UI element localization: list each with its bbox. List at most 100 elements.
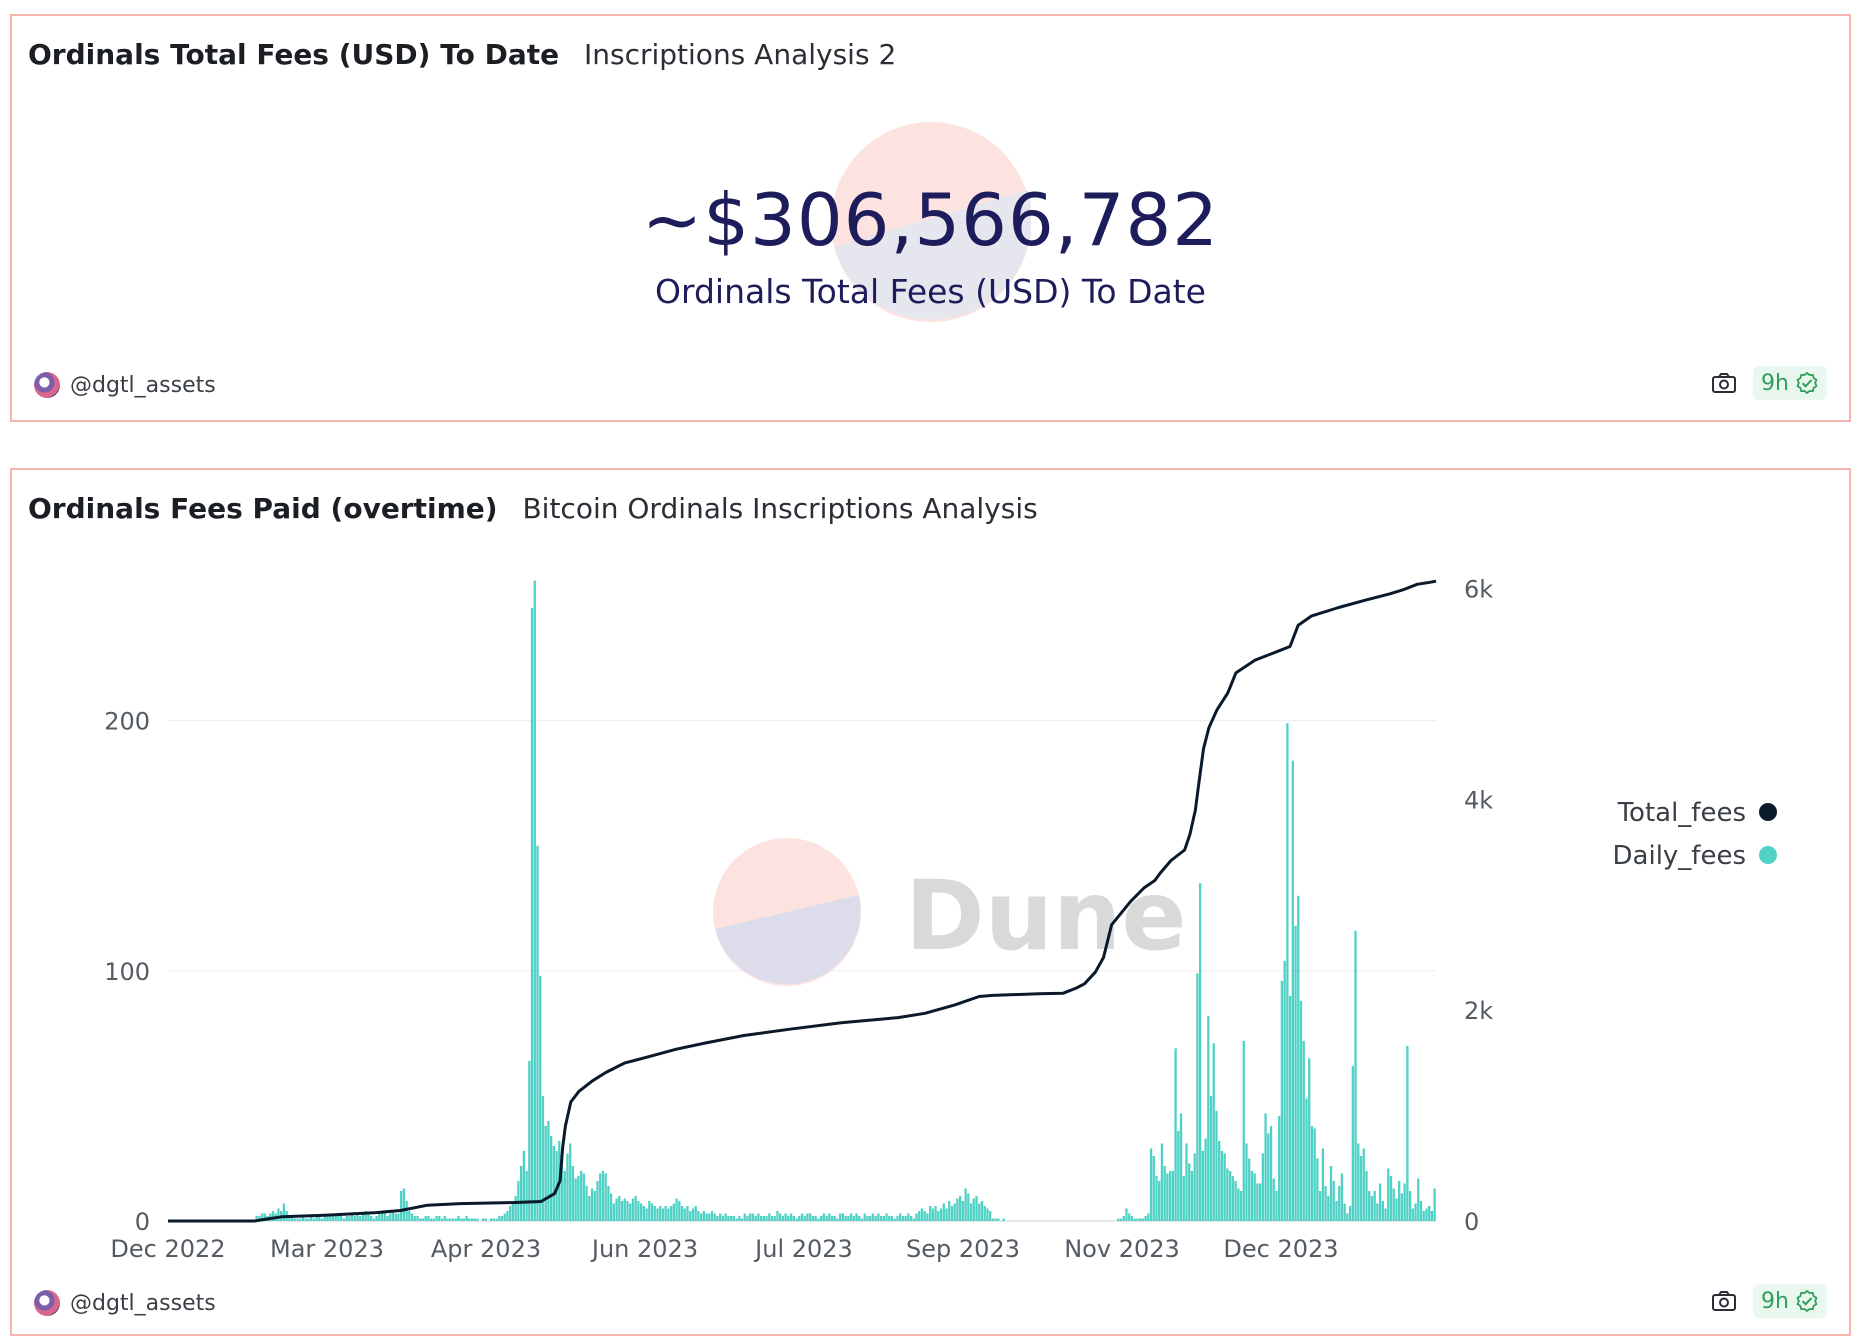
daily-fees-bar	[1196, 973, 1199, 1221]
daily-fees-bar	[1362, 1148, 1365, 1221]
daily-fees-bar	[678, 1200, 681, 1221]
x-tick-label: Nov 2023	[1064, 1235, 1180, 1263]
daily-fees-bar	[757, 1213, 760, 1221]
counter-panel-title[interactable]: Ordinals Total Fees (USD) To Date	[28, 38, 560, 71]
daily-fees-bar	[1182, 1175, 1185, 1221]
daily-fees-bar	[885, 1213, 888, 1221]
daily-fees-bar	[795, 1218, 798, 1221]
daily-fees-bar	[1245, 1143, 1248, 1221]
camera-icon[interactable]	[1709, 1286, 1739, 1316]
daily-fees-bar	[1384, 1208, 1387, 1221]
daily-fees-bar	[675, 1198, 678, 1221]
daily-fees-bar	[1318, 1190, 1322, 1221]
daily-fees-bar	[1392, 1188, 1395, 1221]
daily-fees-bar	[1152, 1155, 1155, 1221]
daily-fees-bar	[1253, 1173, 1256, 1221]
daily-fees-bar	[1308, 1058, 1311, 1221]
chart-panel-title[interactable]: Ordinals Fees Paid (overtime)	[28, 492, 498, 525]
daily-fees-bar	[301, 1215, 305, 1221]
daily-fees-bar	[650, 1203, 654, 1221]
chart-author-link[interactable]: @dgtl_assets	[34, 1290, 216, 1316]
legend-label: Total_fees	[1617, 798, 1746, 828]
daily-fees-bar	[986, 1208, 989, 1221]
daily-fees-bar	[1193, 1153, 1196, 1221]
daily-fees-bar	[449, 1218, 452, 1221]
daily-fees-bar	[402, 1188, 406, 1221]
daily-fees-bar	[959, 1195, 962, 1221]
daily-fees-bar	[751, 1213, 755, 1221]
daily-fees-bar	[896, 1215, 899, 1221]
daily-fees-bar	[454, 1218, 457, 1221]
daily-fees-bar	[792, 1215, 795, 1221]
counter-panel-subtitle[interactable]: Inscriptions Analysis 2	[584, 38, 897, 71]
daily-fees-bar	[926, 1213, 929, 1221]
counter-value: ~$306,566,782	[641, 178, 1220, 262]
daily-fees-bar	[544, 1125, 547, 1221]
daily-fees-bar	[481, 1218, 485, 1221]
daily-fees-bar	[607, 1185, 610, 1221]
daily-fees-bar	[659, 1205, 662, 1221]
daily-fees-bar	[470, 1218, 474, 1221]
daily-fees-bar	[1171, 1170, 1175, 1221]
daily-fees-bar	[1368, 1190, 1371, 1221]
daily-fees-bar	[1335, 1200, 1338, 1221]
daily-fees-bar	[522, 1150, 526, 1221]
daily-fees-bar	[506, 1210, 509, 1221]
refresh-age-badge[interactable]: 9h	[1753, 366, 1827, 400]
daily-fees-bar	[495, 1218, 498, 1221]
daily-fees-bar	[626, 1200, 629, 1221]
daily-fees-bar	[980, 1200, 984, 1221]
daily-fees-bar	[1207, 1015, 1210, 1221]
daily-fees-bar	[1403, 1183, 1406, 1221]
daily-fees-bar	[689, 1210, 692, 1221]
chart-panel-actions: 9h	[1709, 1284, 1827, 1318]
daily-fees-bar	[931, 1208, 935, 1221]
daily-fees-bar	[410, 1213, 414, 1221]
author-link[interactable]: @dgtl_assets	[34, 372, 216, 398]
daily-fees-bar	[258, 1215, 261, 1221]
daily-fees-bar	[320, 1218, 324, 1221]
daily-fees-bar	[1177, 1130, 1180, 1221]
daily-fees-bar	[359, 1215, 362, 1221]
chart-refresh-age-badge[interactable]: 9h	[1753, 1284, 1827, 1318]
chart-panel-subtitle[interactable]: Bitcoin Ordinals Inscriptions Analysis	[522, 492, 1038, 525]
daily-fees-bar	[909, 1215, 913, 1221]
daily-fees-bar	[743, 1213, 746, 1221]
x-tick-label: Jun 2023	[590, 1235, 698, 1263]
daily-fees-bar	[1160, 1143, 1164, 1221]
daily-fees-bar	[839, 1213, 842, 1221]
daily-fees-bar	[489, 1218, 493, 1221]
verified-check-icon	[1796, 1289, 1818, 1313]
daily-fees-bar	[991, 1218, 995, 1221]
daily-fees-bar	[822, 1213, 825, 1221]
daily-fees-bar	[1346, 1213, 1349, 1221]
daily-fees-bar	[1147, 1213, 1150, 1221]
daily-fees-bar	[492, 1218, 496, 1221]
daily-fees-bar	[983, 1205, 986, 1221]
daily-fees-bar	[345, 1215, 348, 1221]
daily-fees-bar	[1163, 1165, 1166, 1221]
daily-fees-bar	[590, 1188, 594, 1221]
daily-fees-bar	[337, 1215, 340, 1221]
daily-fees-bar	[1430, 1210, 1434, 1221]
daily-fees-bar	[356, 1213, 359, 1221]
camera-icon[interactable]	[1709, 368, 1739, 398]
daily-fees-bar	[1267, 1133, 1270, 1221]
daily-fees-bar	[950, 1205, 954, 1221]
daily-fees-bar	[773, 1215, 776, 1221]
daily-fees-bar	[863, 1213, 866, 1221]
daily-fees-bar	[1155, 1175, 1158, 1221]
daily-fees-bar	[394, 1213, 397, 1221]
daily-fees-bar	[964, 1188, 967, 1221]
daily-fees-bar	[1387, 1168, 1390, 1221]
daily-fees-bar	[405, 1200, 408, 1221]
counter-widget: ~$306,566,782 Ordinals Total Fees (USD) …	[12, 116, 1849, 346]
daily-fees-bar	[277, 1208, 280, 1221]
daily-fees-bar	[849, 1213, 853, 1221]
daily-fees-bar	[389, 1213, 392, 1221]
daily-fees-bar	[370, 1215, 373, 1221]
daily-fees-bar	[1119, 1218, 1123, 1221]
daily-fees-bar	[1278, 1115, 1281, 1221]
daily-fees-bar	[1288, 995, 1292, 1221]
daily-fees-bar	[691, 1208, 695, 1221]
